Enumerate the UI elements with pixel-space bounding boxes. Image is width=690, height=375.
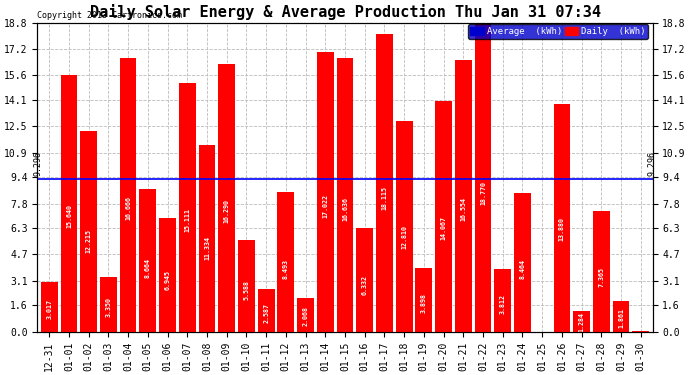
Text: 5.588: 5.588	[244, 280, 249, 300]
Text: 16.554: 16.554	[460, 197, 466, 221]
Bar	[593, 211, 610, 332]
Bar	[553, 104, 571, 332]
Legend: Average  (kWh), Daily  (kWh): Average (kWh), Daily (kWh)	[468, 24, 648, 39]
Title: Daily Solar Energy & Average Production Thu Jan 31 07:34: Daily Solar Energy & Average Production …	[90, 4, 600, 20]
Bar	[475, 23, 491, 332]
Text: 9.296: 9.296	[647, 152, 656, 177]
Text: 18.770: 18.770	[480, 181, 486, 205]
Text: Copyright 2013 Cartronics.com: Copyright 2013 Cartronics.com	[37, 10, 182, 20]
Text: 15.111: 15.111	[184, 208, 190, 232]
Bar	[356, 228, 373, 332]
Text: 12.215: 12.215	[86, 230, 92, 254]
Bar	[297, 298, 314, 332]
Bar	[139, 189, 156, 332]
Bar	[573, 310, 590, 332]
Text: 16.636: 16.636	[342, 196, 348, 220]
Text: 13.880: 13.880	[559, 217, 565, 241]
Bar	[277, 192, 294, 332]
Text: 3.812: 3.812	[500, 294, 506, 314]
Text: 8.464: 8.464	[520, 259, 526, 279]
Bar	[435, 100, 452, 332]
Text: 7.365: 7.365	[598, 267, 604, 287]
Bar	[258, 289, 275, 332]
Bar	[633, 331, 649, 332]
Text: 6.945: 6.945	[164, 270, 170, 290]
Text: 8.664: 8.664	[145, 258, 151, 278]
Bar	[317, 52, 334, 332]
Text: 3.350: 3.350	[106, 297, 111, 317]
Bar	[159, 217, 176, 332]
Bar	[61, 75, 77, 332]
Bar	[613, 301, 629, 332]
Text: 3.017: 3.017	[46, 299, 52, 320]
Bar	[396, 121, 413, 332]
Bar	[494, 269, 511, 332]
Bar	[514, 193, 531, 332]
Text: 11.334: 11.334	[204, 236, 210, 260]
Text: 16.290: 16.290	[224, 199, 230, 223]
Bar	[218, 64, 235, 332]
Bar	[41, 282, 57, 332]
Text: 12.810: 12.810	[401, 225, 407, 249]
Bar	[199, 146, 215, 332]
Bar	[119, 58, 137, 332]
Bar	[179, 83, 196, 332]
Bar	[455, 60, 472, 332]
Bar	[337, 58, 353, 332]
Text: 9.296: 9.296	[34, 152, 43, 177]
Text: 18.115: 18.115	[382, 186, 388, 210]
Text: 1.861: 1.861	[618, 308, 624, 328]
Text: 8.493: 8.493	[283, 259, 289, 279]
Bar	[80, 131, 97, 332]
Text: 17.022: 17.022	[322, 194, 328, 218]
Text: 16.666: 16.666	[125, 196, 131, 220]
Bar	[100, 277, 117, 332]
Text: 6.332: 6.332	[362, 275, 368, 295]
Bar	[238, 240, 255, 332]
Bar	[415, 268, 432, 332]
Bar	[376, 34, 393, 332]
Text: 14.067: 14.067	[441, 216, 446, 240]
Text: 3.898: 3.898	[421, 293, 427, 313]
Text: 15.640: 15.640	[66, 204, 72, 228]
Text: 1.284: 1.284	[579, 312, 584, 332]
Text: 2.587: 2.587	[263, 303, 269, 322]
Text: 2.068: 2.068	[302, 306, 308, 327]
